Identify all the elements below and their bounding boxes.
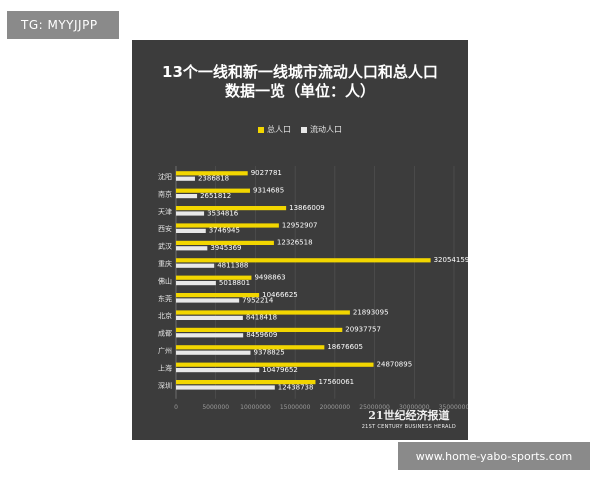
legend-label-total: 总人口 bbox=[267, 125, 291, 134]
legend-item-floating: 流动人口 bbox=[301, 124, 342, 135]
bar-chart: 0 5000000 10000000 15000000 20000000 25000000… bbox=[158, 166, 468, 411]
data-label-total: 21893095 bbox=[353, 308, 389, 316]
category-label: 南京 bbox=[158, 189, 172, 198]
data-label-total: 18676605 bbox=[327, 343, 363, 351]
bar-floating bbox=[176, 246, 208, 251]
data-label-total: 9314685 bbox=[253, 187, 284, 195]
data-label-total: 12326518 bbox=[277, 239, 313, 247]
data-label-total: 24870895 bbox=[377, 361, 413, 369]
data-label-floating: 12438738 bbox=[278, 383, 314, 391]
brand-logo: 21世纪经济报道 21ST CENTURY BUSINESS HERALD bbox=[362, 407, 456, 430]
category-label: 上海 bbox=[158, 363, 172, 372]
category-label: 深圳 bbox=[158, 381, 172, 390]
bar-floating bbox=[176, 298, 240, 303]
data-label-floating: 9378825 bbox=[253, 349, 284, 357]
x-tick-label: 30000000 bbox=[399, 404, 430, 411]
category-label: 武汉 bbox=[158, 242, 172, 251]
bar-floating bbox=[176, 228, 206, 233]
bar-floating bbox=[176, 350, 251, 355]
chart-title-line-2: 数据一览（单位：人） bbox=[224, 82, 375, 100]
bar-floating bbox=[176, 333, 244, 338]
data-label-total: 17560061 bbox=[318, 378, 354, 386]
data-label-floating: 2386818 bbox=[198, 175, 229, 183]
bar-total bbox=[176, 188, 250, 193]
x-tick-label: 20000000 bbox=[320, 404, 351, 411]
brand-name-en: 21ST CENTURY BUSINESS HERALD bbox=[361, 424, 456, 430]
data-label-total: 12952907 bbox=[282, 221, 318, 229]
category-label: 沈阳 bbox=[158, 172, 172, 181]
chart-title-line-1: 13个一线和新一线城市流动人口和总人口 bbox=[162, 63, 438, 81]
data-label-total: 32054159 bbox=[434, 256, 468, 264]
bar-floating bbox=[176, 368, 260, 373]
data-label-total: 20937757 bbox=[345, 326, 381, 334]
bar-total bbox=[176, 345, 325, 350]
legend-label-floating: 流动人口 bbox=[310, 125, 342, 134]
data-label-floating: 5018801 bbox=[219, 279, 250, 287]
watermark-tag: TG: MYYJJPP bbox=[7, 11, 119, 39]
data-label-floating: 3945369 bbox=[210, 244, 241, 252]
bar-total bbox=[176, 380, 316, 385]
x-tick-label: 0 bbox=[174, 404, 178, 411]
x-tick-label: 35000000 bbox=[439, 404, 468, 411]
bar-floating bbox=[176, 176, 195, 181]
bar-floating bbox=[176, 194, 198, 199]
bar-floating bbox=[176, 263, 215, 268]
legend-swatch-total bbox=[258, 126, 264, 133]
bar-floating bbox=[176, 315, 243, 320]
category-label: 成都 bbox=[158, 329, 172, 338]
bar-total bbox=[176, 327, 343, 332]
bar-total bbox=[176, 293, 260, 298]
data-label-floating: 4811388 bbox=[217, 262, 248, 270]
brand-name-cn: 21世纪经济报道 bbox=[368, 409, 450, 422]
data-label-floating: 2651812 bbox=[200, 192, 231, 200]
category-label: 佛山 bbox=[158, 276, 172, 285]
category-label: 东莞 bbox=[158, 294, 172, 303]
bar-total bbox=[176, 223, 279, 228]
data-label-floating: 8459609 bbox=[246, 331, 277, 339]
bar-total bbox=[176, 240, 274, 245]
bar-total bbox=[176, 206, 287, 211]
data-label-floating: 3534816 bbox=[207, 209, 239, 217]
legend-swatch-floating bbox=[301, 126, 307, 133]
data-label-floating: 3746945 bbox=[209, 227, 240, 235]
data-label-floating: 10479652 bbox=[262, 366, 298, 374]
footer-url: www.home-yabo-sports.com bbox=[398, 442, 590, 470]
chart-panel: 13个一线和新一线城市流动人口和总人口 数据一览（单位：人） 总人口 流动人口 … bbox=[132, 40, 468, 440]
bar-floating bbox=[176, 281, 216, 286]
data-label-floating: 7952214 bbox=[242, 296, 274, 304]
category-label: 西安 bbox=[158, 224, 172, 233]
bar-floating bbox=[176, 211, 205, 216]
bar-total bbox=[176, 171, 248, 176]
category-label: 天津 bbox=[158, 208, 172, 216]
category-label: 重庆 bbox=[158, 259, 172, 268]
bar-total bbox=[176, 258, 431, 263]
x-tick-label: 15000000 bbox=[280, 404, 311, 411]
bar-floating bbox=[176, 385, 275, 390]
bar-total bbox=[176, 310, 350, 315]
data-label-floating: 8418418 bbox=[246, 314, 277, 322]
category-label: 广州 bbox=[158, 346, 172, 355]
category-label: 北京 bbox=[158, 311, 172, 320]
bar-total bbox=[176, 275, 252, 280]
x-tick-label: 25000000 bbox=[359, 404, 390, 411]
x-tick-label: 5000000 bbox=[202, 404, 229, 411]
data-label-total: 10466625 bbox=[262, 291, 298, 299]
chart-legend: 总人口 流动人口 bbox=[132, 124, 468, 135]
data-label-total: 9498863 bbox=[254, 274, 285, 282]
data-label-total: 9027781 bbox=[251, 169, 282, 177]
x-tick-label: 10000000 bbox=[240, 404, 271, 411]
bar-total bbox=[176, 362, 374, 367]
legend-item-total: 总人口 bbox=[258, 124, 291, 135]
data-label-total: 13866009 bbox=[289, 204, 325, 212]
